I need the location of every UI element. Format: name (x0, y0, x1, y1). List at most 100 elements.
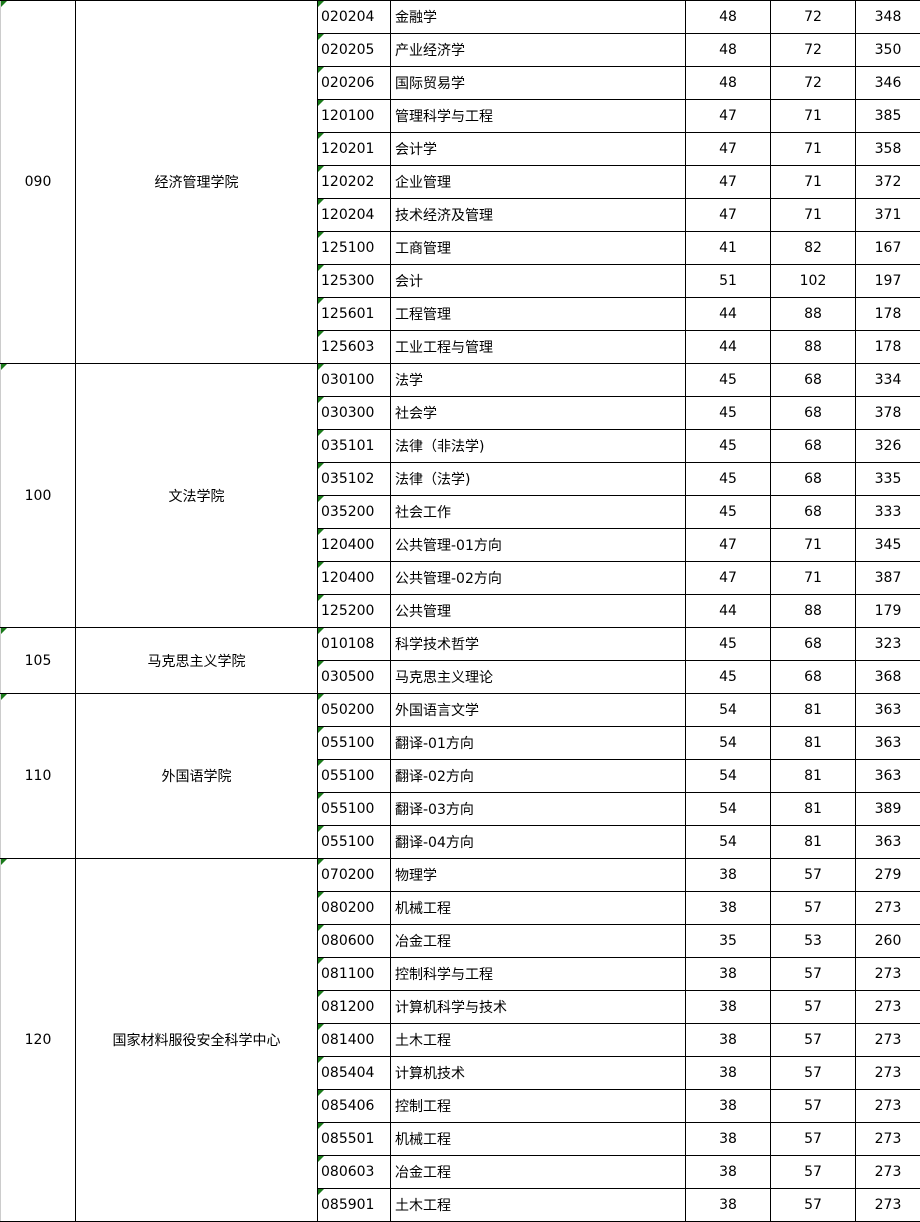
score-single-100-cell[interactable]: 54 (685, 792, 771, 826)
major-code-cell[interactable]: 030300 (317, 396, 391, 430)
score-single-100-cell[interactable]: 48 (685, 33, 771, 67)
major-name-cell[interactable]: 冶金工程 (390, 1155, 686, 1189)
major-code-cell[interactable]: 030500 (317, 660, 391, 694)
score-single-150-cell[interactable]: 68 (770, 660, 856, 694)
score-single-150-cell[interactable]: 71 (770, 561, 856, 595)
score-single-150-cell[interactable]: 102 (770, 264, 856, 298)
score-total-cell[interactable]: 326 (855, 429, 920, 463)
score-total-cell[interactable]: 346 (855, 66, 920, 100)
score-single-150-cell[interactable]: 72 (770, 66, 856, 100)
major-name-cell[interactable]: 工程管理 (390, 297, 686, 331)
major-name-cell[interactable]: 公共管理 (390, 594, 686, 628)
major-code-cell[interactable]: 010108 (317, 627, 391, 661)
score-single-150-cell[interactable]: 88 (770, 330, 856, 364)
score-single-150-cell[interactable]: 71 (770, 132, 856, 166)
score-total-cell[interactable]: 345 (855, 528, 920, 562)
score-single-100-cell[interactable]: 45 (685, 495, 771, 529)
score-single-150-cell[interactable]: 81 (770, 726, 856, 760)
score-single-100-cell[interactable]: 38 (685, 1089, 771, 1123)
score-total-cell[interactable]: 350 (855, 33, 920, 67)
college-name-cell[interactable]: 国家材料服役安全科学中心 (75, 858, 318, 1222)
major-code-cell[interactable]: 035102 (317, 462, 391, 496)
major-code-cell[interactable]: 030100 (317, 363, 391, 397)
score-total-cell[interactable]: 323 (855, 627, 920, 661)
major-code-cell[interactable]: 120400 (317, 528, 391, 562)
major-code-cell[interactable]: 081200 (317, 990, 391, 1024)
score-single-100-cell[interactable]: 38 (685, 990, 771, 1024)
score-single-150-cell[interactable]: 57 (770, 1188, 856, 1222)
score-single-100-cell[interactable]: 47 (685, 165, 771, 199)
score-single-100-cell[interactable]: 47 (685, 99, 771, 133)
score-single-100-cell[interactable]: 45 (685, 396, 771, 430)
major-code-cell[interactable]: 125601 (317, 297, 391, 331)
score-single-100-cell[interactable]: 45 (685, 462, 771, 496)
score-single-100-cell[interactable]: 45 (685, 627, 771, 661)
score-total-cell[interactable]: 387 (855, 561, 920, 595)
score-single-150-cell[interactable]: 81 (770, 825, 856, 859)
college-name-cell[interactable]: 外国语学院 (75, 693, 318, 859)
major-name-cell[interactable]: 法律（法学) (390, 462, 686, 496)
score-single-150-cell[interactable]: 57 (770, 858, 856, 892)
score-total-cell[interactable]: 363 (855, 693, 920, 727)
score-single-100-cell[interactable]: 44 (685, 297, 771, 331)
major-code-cell[interactable]: 055100 (317, 825, 391, 859)
score-total-cell[interactable]: 273 (855, 1089, 920, 1123)
score-single-150-cell[interactable]: 57 (770, 1023, 856, 1057)
major-code-cell[interactable]: 055100 (317, 726, 391, 760)
score-single-150-cell[interactable]: 57 (770, 1122, 856, 1156)
major-name-cell[interactable]: 技术经济及管理 (390, 198, 686, 232)
major-name-cell[interactable]: 马克思主义理论 (390, 660, 686, 694)
college-name-cell[interactable]: 马克思主义学院 (75, 627, 318, 694)
score-single-100-cell[interactable]: 38 (685, 1056, 771, 1090)
major-name-cell[interactable]: 控制科学与工程 (390, 957, 686, 991)
score-single-100-cell[interactable]: 44 (685, 594, 771, 628)
score-single-100-cell[interactable]: 47 (685, 528, 771, 562)
college-code-cell[interactable]: 105 (0, 627, 76, 694)
major-name-cell[interactable]: 冶金工程 (390, 924, 686, 958)
score-single-150-cell[interactable]: 71 (770, 165, 856, 199)
score-total-cell[interactable]: 372 (855, 165, 920, 199)
score-total-cell[interactable]: 178 (855, 297, 920, 331)
major-code-cell[interactable]: 125100 (317, 231, 391, 265)
score-total-cell[interactable]: 363 (855, 726, 920, 760)
score-total-cell[interactable]: 358 (855, 132, 920, 166)
score-single-150-cell[interactable]: 81 (770, 693, 856, 727)
major-name-cell[interactable]: 产业经济学 (390, 33, 686, 67)
major-code-cell[interactable]: 125300 (317, 264, 391, 298)
score-single-100-cell[interactable]: 45 (685, 660, 771, 694)
score-single-150-cell[interactable]: 57 (770, 990, 856, 1024)
major-code-cell[interactable]: 081400 (317, 1023, 391, 1057)
score-single-150-cell[interactable]: 57 (770, 1155, 856, 1189)
major-name-cell[interactable]: 物理学 (390, 858, 686, 892)
score-single-100-cell[interactable]: 44 (685, 330, 771, 364)
major-code-cell[interactable]: 120201 (317, 132, 391, 166)
major-name-cell[interactable]: 社会学 (390, 396, 686, 430)
major-code-cell[interactable]: 120400 (317, 561, 391, 595)
score-total-cell[interactable]: 273 (855, 990, 920, 1024)
score-total-cell[interactable]: 273 (855, 1023, 920, 1057)
score-single-100-cell[interactable]: 54 (685, 759, 771, 793)
score-total-cell[interactable]: 279 (855, 858, 920, 892)
college-name-cell[interactable]: 经济管理学院 (75, 0, 318, 364)
major-code-cell[interactable]: 120100 (317, 99, 391, 133)
score-single-150-cell[interactable]: 68 (770, 627, 856, 661)
score-single-100-cell[interactable]: 45 (685, 363, 771, 397)
score-total-cell[interactable]: 335 (855, 462, 920, 496)
score-single-100-cell[interactable]: 54 (685, 693, 771, 727)
major-name-cell[interactable]: 会计 (390, 264, 686, 298)
major-name-cell[interactable]: 管理科学与工程 (390, 99, 686, 133)
score-single-100-cell[interactable]: 38 (685, 1155, 771, 1189)
major-code-cell[interactable]: 055100 (317, 792, 391, 826)
major-name-cell[interactable]: 机械工程 (390, 891, 686, 925)
score-single-150-cell[interactable]: 88 (770, 297, 856, 331)
score-total-cell[interactable]: 333 (855, 495, 920, 529)
score-single-150-cell[interactable]: 88 (770, 594, 856, 628)
score-single-150-cell[interactable]: 57 (770, 957, 856, 991)
major-code-cell[interactable]: 085501 (317, 1122, 391, 1156)
score-single-150-cell[interactable]: 68 (770, 396, 856, 430)
score-total-cell[interactable]: 273 (855, 1056, 920, 1090)
major-name-cell[interactable]: 公共管理-02方向 (390, 561, 686, 595)
major-code-cell[interactable]: 055100 (317, 759, 391, 793)
score-total-cell[interactable]: 260 (855, 924, 920, 958)
score-single-150-cell[interactable]: 68 (770, 495, 856, 529)
